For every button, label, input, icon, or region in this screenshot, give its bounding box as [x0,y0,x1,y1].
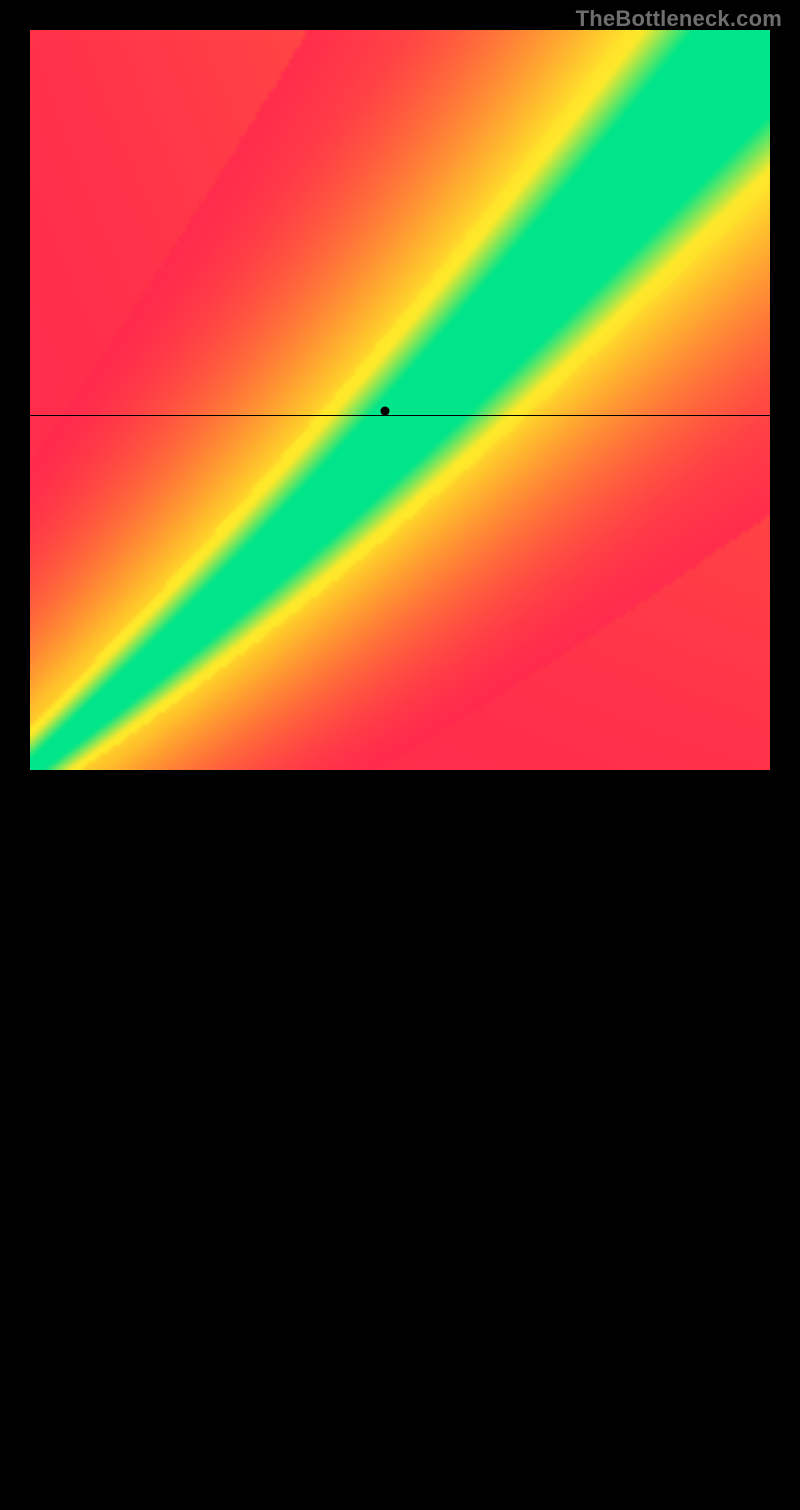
crosshair-marker [381,407,390,416]
heatmap-canvas [30,30,770,770]
heatmap-plot [30,30,770,770]
crosshair-horizontal [30,415,770,416]
crosshair-vertical [385,770,386,1510]
watermark-text: TheBottleneck.com [576,6,782,32]
